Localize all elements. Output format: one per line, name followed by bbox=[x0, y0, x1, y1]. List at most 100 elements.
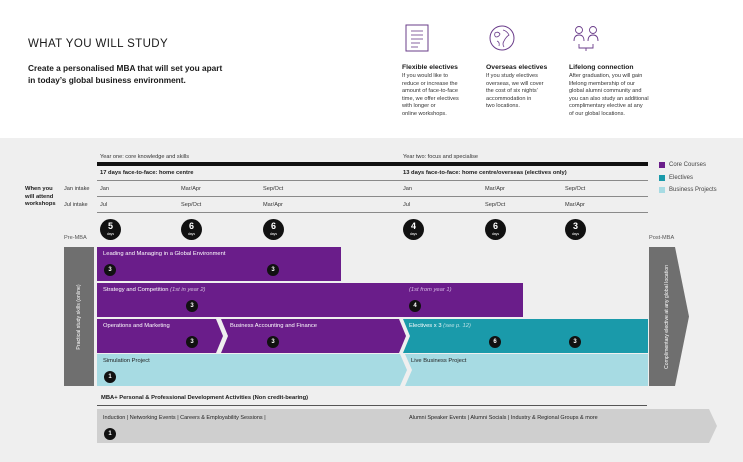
block-label: Operations and Marketing bbox=[103, 323, 170, 329]
legend-item-projects: Business Projects bbox=[659, 184, 717, 197]
days-count-badge: 1 bbox=[104, 371, 116, 383]
feature-text-line: reduce or increase the bbox=[402, 80, 458, 87]
days-badge: 5 days bbox=[100, 219, 121, 240]
pd-heading: MBA+ Personal & Professional Development… bbox=[101, 395, 309, 401]
block-label: Live Business Project bbox=[411, 358, 467, 364]
days-count-badge: 3 bbox=[104, 264, 116, 276]
block-label: Leading and Managing in a Global Environ… bbox=[103, 251, 226, 257]
when-attend-line: workshops bbox=[25, 201, 56, 207]
block-label-text: Strategy and Competition bbox=[103, 287, 169, 293]
legend-item-electives: Electives bbox=[659, 172, 717, 185]
year-two-heading: 13 days face-to-face: home centre/overse… bbox=[403, 170, 567, 176]
feature-text-line: global alumni community and bbox=[569, 88, 642, 95]
block-strategy-competition: Strategy and Competition (1st in year 2)… bbox=[97, 283, 403, 317]
feature-text-line: If you would like to bbox=[402, 73, 449, 79]
arrow-shape bbox=[97, 409, 717, 443]
practical-study-skills-column: Practical study skills (online) bbox=[64, 247, 94, 386]
feature-text-line: complimentary elective at any bbox=[569, 103, 643, 110]
block-label: Simulation Project bbox=[103, 358, 150, 364]
divider-line bbox=[97, 196, 648, 197]
days-count-badge: 3 bbox=[186, 300, 198, 312]
days-unit: days bbox=[409, 232, 418, 236]
intro-section: WHAT YOU WILL STUDY Create a personalise… bbox=[0, 0, 743, 138]
block-shape bbox=[405, 354, 648, 386]
block-live-business-project: Live Business Project bbox=[405, 354, 648, 386]
document-list-icon bbox=[404, 24, 430, 52]
jul-month: Jul bbox=[100, 202, 108, 208]
days-number: 4 bbox=[410, 221, 416, 231]
block-label: (1st from year 1) bbox=[409, 287, 452, 293]
pd-activities-right: Alumni Speaker Events | Alumni Socials |… bbox=[409, 415, 598, 421]
year-two-label: Year two: focus and specialise bbox=[403, 154, 479, 160]
days-count-badge: 3 bbox=[267, 264, 279, 276]
divider-line bbox=[97, 180, 648, 181]
block-operations-marketing: Operations and Marketing 3 bbox=[97, 319, 223, 353]
block-strategy-year2: (1st from year 1) 4 bbox=[403, 283, 523, 317]
days-badge: 6 days bbox=[181, 219, 202, 240]
days-number: 5 bbox=[107, 221, 113, 231]
legend-item-core: Core Courses bbox=[659, 159, 717, 172]
days-unit: days bbox=[491, 232, 500, 236]
jul-month: Sep/Oct bbox=[485, 202, 506, 208]
days-unit: days bbox=[106, 232, 115, 236]
year-divider-bar bbox=[97, 162, 648, 166]
legend-label: Core Courses bbox=[669, 162, 707, 169]
jan-intake-label: Jan intake bbox=[64, 186, 90, 192]
post-mba-label: Post-MBA bbox=[649, 235, 675, 241]
when-attend-line: When you bbox=[25, 186, 53, 192]
feature-text-line: accommodation in bbox=[486, 95, 532, 102]
jan-month: Mar/Apr bbox=[181, 186, 201, 192]
block-label-text: Electives x 3 bbox=[409, 323, 442, 329]
pd-divider bbox=[97, 405, 647, 406]
legend-label: Business Projects bbox=[669, 187, 717, 194]
block-note: (1st in year 2) bbox=[170, 287, 206, 293]
legend-label: Electives bbox=[669, 174, 694, 181]
feature-overseas-electives: Overseas electives If you study elective… bbox=[486, 24, 547, 111]
days-count-badge: 3 bbox=[569, 336, 581, 348]
jan-month: Jan bbox=[403, 186, 413, 192]
when-attend-label: When you will attend workshops bbox=[25, 186, 56, 209]
intro-text: Create a personalised MBA that will set … bbox=[28, 63, 283, 86]
arrow-shape bbox=[649, 247, 689, 386]
feature-text: If you study electives overseas, we will… bbox=[486, 73, 547, 111]
days-unit: days bbox=[187, 232, 196, 236]
feature-text-line: with longer or bbox=[402, 103, 436, 110]
jul-month: Mar/Apr bbox=[565, 202, 585, 208]
feature-text-line: amount of face-to-face bbox=[402, 88, 458, 95]
jul-month: Sep/Oct bbox=[181, 202, 202, 208]
block-simulation-project: Simulation Project 1 bbox=[97, 354, 407, 386]
practical-study-skills-label: Practical study skills (online) bbox=[76, 283, 82, 350]
days-badge: 6 days bbox=[263, 219, 284, 240]
jan-month: Sep/Oct bbox=[565, 186, 586, 192]
days-unit: days bbox=[269, 232, 278, 236]
jul-month: Jul bbox=[403, 202, 411, 208]
feature-text-line: you can also study an additional bbox=[569, 95, 649, 102]
feature-text-line: time, we offer electives bbox=[402, 95, 459, 102]
feature-text: If you would like to reduce or increase … bbox=[402, 73, 459, 119]
feature-text-line: overseas, we will cover bbox=[486, 80, 544, 87]
feature-title: Lifelong connection bbox=[569, 64, 634, 71]
days-badge: 3 days bbox=[565, 219, 586, 240]
days-count-badge: 4 bbox=[409, 300, 421, 312]
feature-text-line: the cost of six nights’ bbox=[486, 88, 538, 95]
intro-line-2: in today’s global business environment. bbox=[28, 74, 186, 85]
complimentary-elective-arrow: Complimentary elective at any global loc… bbox=[649, 247, 689, 386]
jan-month: Sep/Oct bbox=[263, 186, 284, 192]
pd-activities-left: Induction | Networking Events | Careers … bbox=[103, 415, 266, 421]
legend: Core Courses Electives Business Projects bbox=[659, 159, 717, 197]
days-count-badge: 6 bbox=[489, 336, 501, 348]
days-badge: 6 days bbox=[485, 219, 506, 240]
block-label: Electives x 3 (see p. 12) bbox=[409, 323, 471, 329]
days-badge: 4 days bbox=[403, 219, 424, 240]
feature-text-line: If you study electives bbox=[486, 73, 538, 79]
legend-swatch bbox=[659, 174, 665, 181]
feature-text-line: online workshops. bbox=[402, 110, 447, 117]
days-count-badge: 3 bbox=[186, 336, 198, 348]
days-number: 3 bbox=[572, 221, 578, 231]
year-one-heading: 17 days face-to-face: home centre bbox=[100, 170, 194, 176]
page-title: WHAT YOU WILL STUDY bbox=[28, 38, 169, 50]
when-attend-line: will attend bbox=[25, 193, 54, 200]
block-note: (see p. 12) bbox=[443, 323, 471, 329]
days-number: 6 bbox=[188, 221, 194, 231]
feature-lifelong-connection: Lifelong connection After graduation, yo… bbox=[569, 24, 649, 119]
